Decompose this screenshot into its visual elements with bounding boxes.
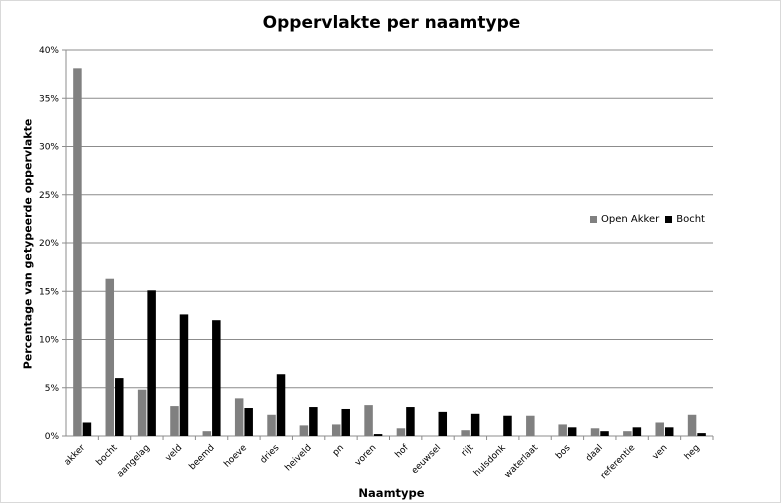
- x-tick-label: waterlaat: [503, 443, 541, 481]
- legend: Open Akker Bocht: [590, 214, 705, 225]
- legend-item-bocht: Bocht: [665, 214, 705, 225]
- x-axis-label: Naamtype: [358, 486, 425, 500]
- bar-open-akker: [73, 68, 82, 437]
- x-tick-label: hof: [394, 442, 412, 460]
- x-tick-label: heg: [683, 443, 702, 462]
- x-tick-label: referentie: [599, 443, 638, 482]
- bar-open-akker: [331, 424, 341, 436]
- bar-bocht: [115, 378, 124, 436]
- x-tick-label: ven: [651, 443, 670, 462]
- bar-bocht: [244, 408, 253, 436]
- x-tick-label: bocht: [95, 443, 120, 468]
- bar-bocht: [147, 290, 156, 436]
- x-tick-label: daal: [584, 443, 605, 464]
- bar-open-akker: [558, 424, 567, 436]
- bar-bocht: [179, 314, 189, 436]
- bar-open-akker: [170, 406, 179, 436]
- x-tick-label: hoeve: [222, 443, 249, 470]
- x-tick-label: voren: [353, 443, 378, 468]
- legend-swatch-open-akker: [590, 216, 597, 223]
- y-tick-label: 0%: [45, 432, 60, 442]
- legend-item-open-akker: Open Akker: [590, 214, 659, 225]
- bar-open-akker: [105, 278, 115, 436]
- bar-bocht: [503, 415, 512, 436]
- bar-bocht: [664, 427, 674, 436]
- x-tick-label: akker: [63, 443, 88, 468]
- y-tick-label: 5%: [45, 384, 60, 394]
- y-tick-label: 35%: [39, 94, 59, 104]
- bar-bocht: [212, 320, 221, 436]
- legend-swatch-bocht: [665, 216, 673, 223]
- bar-open-akker: [623, 431, 632, 436]
- legend-label-bocht: Bocht: [676, 214, 705, 225]
- y-tick-label: 25%: [39, 191, 59, 201]
- bar-open-akker: [461, 430, 470, 436]
- x-tick-label: pn: [331, 443, 346, 458]
- x-tick-label: eeuwsel: [410, 443, 443, 476]
- bar-open-akker: [396, 428, 406, 436]
- bar-open-akker: [137, 389, 147, 436]
- bar-bocht: [438, 411, 448, 436]
- legend-label-open-akker: Open Akker: [601, 214, 660, 225]
- bar-bocht: [470, 413, 480, 436]
- x-tick-label: rijt: [460, 443, 476, 459]
- bar-open-akker: [299, 425, 309, 436]
- bar-bocht: [276, 374, 286, 436]
- bar-bocht: [309, 407, 318, 436]
- bar-bocht: [600, 431, 609, 436]
- chart-title: Oppervlakte per naamtype: [262, 13, 521, 33]
- y-tick-label: 30%: [39, 143, 59, 153]
- x-tick-label: heiveld: [283, 443, 313, 473]
- bar-open-akker: [234, 398, 244, 436]
- bar-bocht: [632, 427, 642, 436]
- bar-open-akker: [655, 422, 664, 436]
- bar-bocht: [341, 408, 350, 436]
- bar-bocht: [697, 433, 706, 436]
- x-tick-label: dries: [259, 443, 282, 466]
- y-tick-label: 40%: [39, 46, 59, 56]
- y-tick-label: 10%: [39, 336, 59, 346]
- bar-open-akker: [526, 415, 535, 436]
- bar-bocht: [406, 407, 415, 436]
- bar-open-akker: [364, 405, 373, 436]
- bar-open-akker: [202, 431, 212, 436]
- y-tick-label: 15%: [39, 287, 59, 297]
- x-tick-label: beemd: [188, 443, 217, 472]
- bar-open-akker: [590, 428, 600, 436]
- bar-bocht: [373, 434, 383, 436]
- bar-open-akker: [687, 414, 697, 436]
- bar-bocht: [82, 422, 92, 436]
- y-tick-label: 20%: [39, 239, 59, 249]
- bar-open-akker: [267, 414, 276, 436]
- x-tick-label: veld: [164, 443, 185, 464]
- bar-bocht: [567, 427, 577, 436]
- x-tick-label: bos: [554, 443, 573, 462]
- x-tick-label: aangelag: [115, 443, 152, 480]
